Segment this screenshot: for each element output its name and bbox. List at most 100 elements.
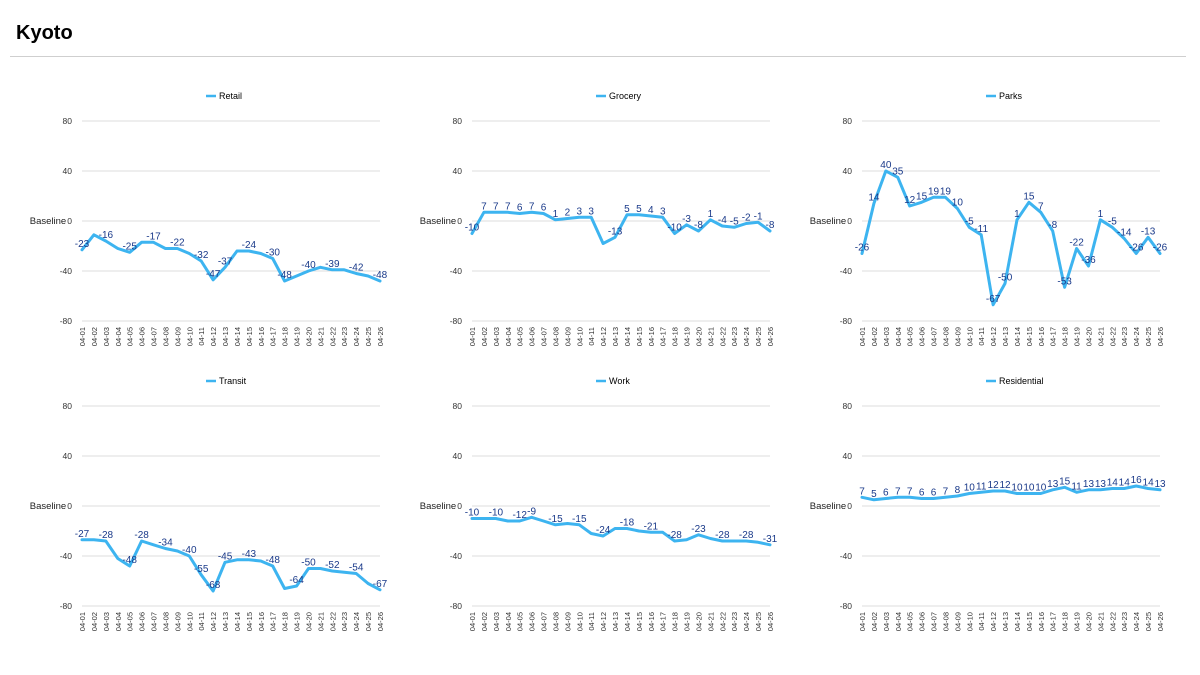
x-tick-label: 04-01 — [78, 612, 87, 631]
y-tick-label: 0 — [457, 501, 462, 511]
x-tick-label: 04-10 — [575, 612, 584, 631]
data-point — [1123, 487, 1126, 490]
x-tick-label: 04-02 — [90, 327, 99, 346]
x-tick-label: 04-11 — [977, 327, 986, 346]
x-tick-label: 04-09 — [953, 612, 962, 631]
data-label: -28 — [667, 530, 682, 541]
data-point — [259, 559, 262, 563]
x-tick-label: 04-16 — [257, 327, 266, 346]
x-tick-label: 04-24 — [1132, 327, 1141, 346]
data-label: -10 — [465, 223, 480, 234]
x-tick-label: 04-19 — [683, 327, 692, 346]
legend-label: Retail — [219, 91, 242, 101]
series-line — [860, 484, 1162, 502]
data-label: 1 — [553, 209, 559, 220]
x-tick-label: 04-02 — [90, 612, 99, 631]
data-point — [295, 274, 298, 278]
data-label: -37 — [218, 256, 233, 267]
x-tick-label: 04-19 — [683, 612, 692, 631]
data-label: 35 — [892, 166, 904, 177]
data-point — [506, 211, 509, 214]
y-axis-label: Baseline — [810, 501, 846, 512]
data-point — [1146, 236, 1150, 239]
data-label: -47 — [206, 269, 221, 280]
data-point — [1063, 286, 1066, 289]
data-point — [1015, 218, 1019, 221]
data-point — [152, 241, 155, 244]
data-label: -42 — [349, 263, 364, 274]
x-tick-label: 04-09 — [173, 327, 182, 346]
data-point — [1003, 282, 1007, 285]
data-label: -64 — [289, 575, 304, 586]
data-label: 6 — [517, 203, 523, 214]
data-point — [768, 543, 772, 546]
data-label: -30 — [265, 248, 280, 259]
data-point — [932, 196, 935, 199]
x-tick-label: 04-21 — [316, 612, 325, 631]
x-tick-label: 04-07 — [930, 612, 939, 631]
data-label: -10 — [489, 508, 504, 519]
data-point — [482, 517, 486, 520]
data-label: -31 — [763, 534, 778, 545]
x-tick-label: 04-12 — [599, 612, 608, 631]
x-tick-label: 04-21 — [706, 327, 715, 346]
x-tick-label: 04-10 — [575, 327, 584, 346]
data-point — [637, 213, 641, 216]
y-axis-label: Baseline — [30, 501, 66, 512]
x-tick-label: 04-13 — [611, 327, 620, 346]
data-label: -22 — [1069, 238, 1084, 249]
x-tick-label: 04-05 — [516, 612, 525, 631]
y-tick-label: 0 — [847, 216, 852, 226]
data-point — [625, 527, 629, 530]
x-tick-label: 04-16 — [647, 612, 656, 631]
data-label: -5 — [1108, 216, 1117, 227]
x-tick-label: 04-15 — [1025, 327, 1034, 346]
legend: Transit — [206, 376, 247, 386]
x-tick-label: 04-23 — [730, 327, 739, 346]
data-point — [744, 539, 748, 543]
data-point — [378, 279, 382, 283]
x-tick-label: 04-08 — [551, 612, 560, 631]
x-tick-label: 04-06 — [918, 612, 927, 631]
data-point — [140, 539, 143, 543]
data-point — [1039, 211, 1042, 214]
data-point — [944, 496, 947, 499]
data-label: -17 — [146, 231, 161, 242]
data-label: -12 — [512, 510, 527, 521]
data-label: 13 — [1047, 479, 1059, 490]
data-label: 40 — [880, 160, 892, 171]
x-tick-label: 04-19 — [1073, 327, 1082, 346]
y-tick-label: -40 — [840, 551, 853, 561]
data-label: 7 — [529, 201, 535, 212]
legend-label: Work — [609, 376, 630, 386]
data-point — [932, 497, 935, 500]
data-point — [601, 534, 605, 538]
x-tick-label: 04-24 — [352, 327, 361, 346]
data-label: 14 — [868, 193, 880, 204]
data-label: -24 — [242, 240, 257, 251]
data-label: -67 — [986, 294, 1001, 305]
data-point — [613, 527, 617, 530]
data-point — [968, 226, 971, 229]
x-tick-label: 04-03 — [882, 327, 891, 346]
legend: Work — [596, 376, 630, 386]
data-point — [1158, 488, 1162, 491]
data-label: 5 — [871, 489, 877, 500]
data-label: 12 — [988, 480, 1000, 491]
data-point — [354, 272, 358, 275]
x-tick-label: 04-03 — [102, 327, 111, 346]
x-tick-label: 04-07 — [540, 612, 549, 631]
data-point — [152, 543, 155, 546]
data-label: -50 — [301, 558, 316, 569]
legend-label: Residential — [999, 376, 1044, 386]
x-tick-label: 04-09 — [173, 612, 182, 631]
y-tick-label: -40 — [60, 551, 73, 561]
data-point — [1027, 201, 1031, 204]
x-tick-label: 04-13 — [1001, 327, 1010, 346]
data-point — [625, 213, 629, 216]
data-point — [896, 176, 899, 179]
data-point — [709, 218, 712, 221]
data-point — [1087, 488, 1090, 491]
data-label: -4 — [718, 215, 727, 226]
y-tick-label: 40 — [453, 166, 463, 176]
